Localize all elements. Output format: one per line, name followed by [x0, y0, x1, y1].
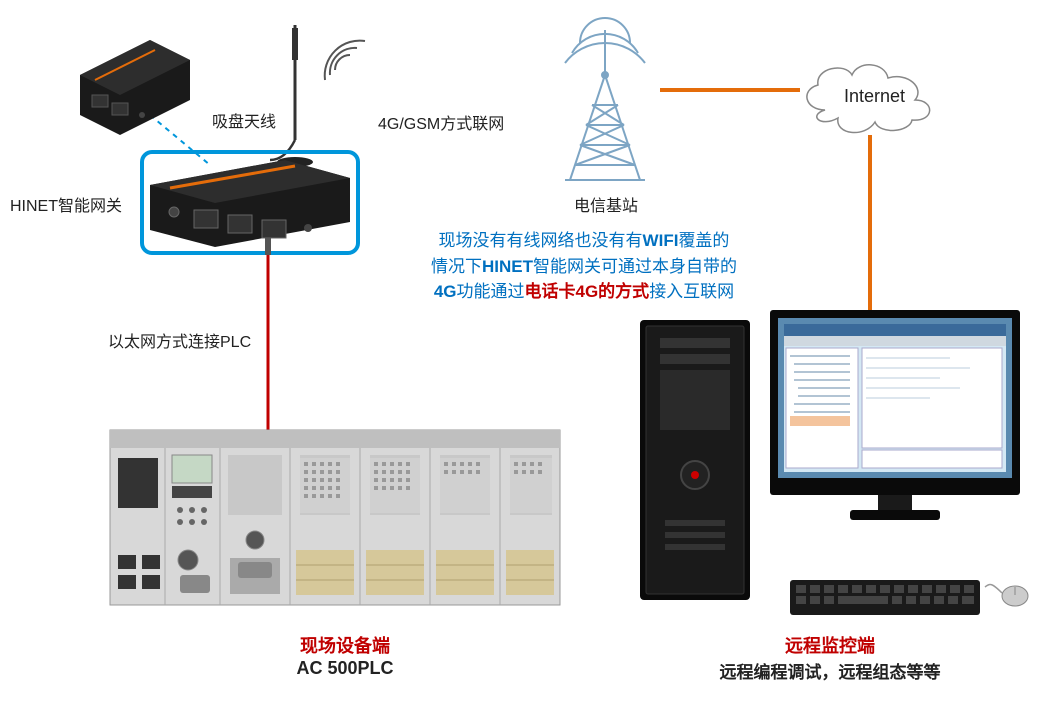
monitor: [770, 310, 1020, 520]
keyboard: [790, 580, 980, 615]
desc-l3-red: 电话卡4G的方式: [525, 282, 650, 301]
desc-l1-wifi: WIFI: [643, 231, 679, 250]
dashed-blue-link: [150, 115, 210, 165]
plc-rack: [110, 430, 560, 605]
antenna-icon: [270, 25, 313, 167]
gateway-large: [142, 152, 358, 255]
desc-l2-hinet: HINET: [482, 257, 533, 276]
mouse: [985, 585, 1028, 606]
pc-tower: [640, 320, 750, 600]
desc-l2a: 情况下: [431, 257, 482, 276]
cell-tower-icon: [565, 18, 645, 180]
desc-l2b: 智能网关可通过本身自带的: [533, 257, 737, 276]
remote-title: 远程监控端 远程编程调试，远程组态等等: [660, 632, 1000, 683]
desc-l1b: 覆盖的: [678, 231, 729, 250]
desc-l1a: 现场没有有线网络也没有有: [439, 231, 643, 250]
ethernet-label: 以太网方式连接PLC: [108, 328, 251, 352]
desc-l3b: 接入互联网: [649, 282, 734, 301]
desc-l3a: 功能通过: [457, 282, 525, 301]
desc-l3-4g: 4G: [434, 282, 457, 301]
internet-label: Internet: [844, 86, 905, 107]
description-text: 现场没有有线网络也没有有WIFI覆盖的 情况下HINET智能网关可通过本身自带的…: [414, 228, 754, 305]
field-title: 现场设备端 AC 500PLC: [255, 632, 435, 679]
remote-sub-text: 远程编程调试，远程组态等等: [660, 658, 1000, 683]
field-sub-text: AC 500PLC: [255, 658, 435, 679]
antenna-label: 吸盘天线: [212, 108, 276, 132]
fourg-label: 4G/GSM方式联网: [378, 110, 504, 134]
wifi-signal-icon: [325, 41, 365, 80]
gateway-label: HINET智能网关: [10, 192, 122, 216]
field-title-text: 现场设备端: [255, 632, 435, 658]
tower-label: 电信基站: [574, 192, 638, 216]
gateway-small: [80, 40, 190, 135]
remote-title-text: 远程监控端: [660, 632, 1000, 658]
